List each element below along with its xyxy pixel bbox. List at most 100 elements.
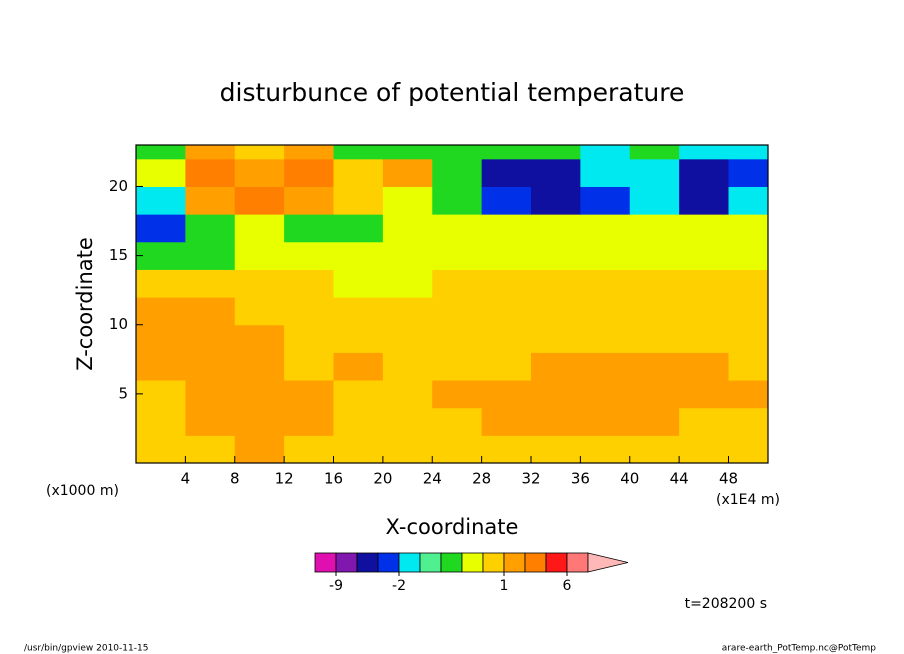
contour-cell	[728, 214, 768, 243]
contour-cell	[531, 352, 581, 381]
contour-cell	[284, 186, 334, 215]
contour-cell	[382, 324, 433, 353]
chart-title: disturbunce of potential temperature	[220, 78, 685, 107]
contour-cell	[580, 145, 631, 160]
contour-cell	[629, 297, 680, 326]
x-tick-label: 32	[521, 470, 540, 488]
colorbar-tick-label: -2	[392, 578, 406, 594]
contour-cell	[580, 324, 631, 353]
contour-cell	[629, 380, 680, 409]
contour-cell	[284, 324, 334, 353]
contour-cell	[333, 324, 384, 353]
y-tick-label: 15	[109, 246, 128, 264]
y-tick-label: 5	[118, 384, 128, 402]
contour-cell	[728, 407, 768, 436]
contour-cell	[481, 380, 532, 409]
contour-cell	[284, 435, 334, 463]
colorbar-box	[314, 552, 337, 573]
colorbar-box	[482, 552, 505, 573]
contour-cell	[481, 435, 532, 463]
contour-cell	[234, 407, 285, 436]
contour-cell	[234, 269, 285, 298]
contour-cell	[679, 145, 729, 160]
contour-cell	[432, 324, 483, 353]
contour-cell	[234, 324, 285, 353]
contour-cell	[136, 352, 186, 381]
contour-cell	[481, 145, 532, 160]
contour-cell	[432, 435, 483, 463]
contour-cell	[382, 158, 433, 187]
contour-cell	[728, 324, 768, 353]
contour-cell	[136, 324, 186, 353]
contour-cell	[580, 158, 631, 187]
contour-cell	[481, 352, 532, 381]
y-axis-label: Z-coordinate	[73, 237, 97, 371]
contour-cell	[580, 269, 631, 298]
x-tick-label: 8	[230, 470, 240, 488]
contour-cell	[284, 352, 334, 381]
contour-cell	[679, 352, 729, 381]
contour-cell	[629, 269, 680, 298]
contour-cell	[234, 186, 285, 215]
contour-cell	[185, 145, 236, 160]
contour-cell	[284, 269, 334, 298]
contour-cell	[234, 435, 285, 463]
contour-cell	[234, 352, 285, 381]
contour-cell	[234, 214, 285, 243]
contour-cell	[136, 214, 186, 243]
contour-cell	[185, 435, 236, 463]
colorbar-box	[461, 552, 484, 573]
plot-frame	[135, 144, 769, 464]
contour-cell	[333, 158, 384, 187]
contour-cell	[481, 297, 532, 326]
contour-cell	[432, 380, 483, 409]
contour-cell	[432, 352, 483, 381]
contour-cell	[284, 158, 334, 187]
contour-cell	[629, 145, 680, 160]
contour-cell	[234, 145, 285, 160]
contour-cell	[679, 324, 729, 353]
contour-cell	[728, 297, 768, 326]
contour-cell	[580, 186, 631, 215]
contour-cell	[382, 145, 433, 160]
contour-field	[136, 145, 768, 463]
contour-cell	[531, 145, 581, 160]
contour-cell	[234, 241, 285, 270]
contour-cell	[136, 435, 186, 463]
contour-cell	[185, 352, 236, 381]
contour-cell	[629, 407, 680, 436]
contour-cell	[185, 380, 236, 409]
contour-cell	[580, 380, 631, 409]
contour-cell	[728, 380, 768, 409]
contour-cell	[580, 407, 631, 436]
contour-cell	[728, 145, 768, 160]
contour-cell	[382, 435, 433, 463]
contour-cell	[531, 186, 581, 215]
contour-cell	[531, 214, 581, 243]
contour-cell	[629, 435, 680, 463]
colorbar-box	[524, 552, 547, 573]
contour-cell	[382, 297, 433, 326]
contour-cell	[185, 269, 236, 298]
contour-cell	[481, 214, 532, 243]
contour-cell	[234, 380, 285, 409]
contour-cell	[284, 380, 334, 409]
contour-cell	[333, 186, 384, 215]
colorbar-box	[545, 552, 568, 573]
x-tick-label: 48	[719, 470, 738, 488]
contour-cell	[432, 241, 483, 270]
contour-cell	[382, 186, 433, 215]
contour-cell	[531, 380, 581, 409]
contour-cell	[234, 158, 285, 187]
contour-cell	[333, 297, 384, 326]
contour-cell	[333, 435, 384, 463]
contour-cell	[136, 407, 186, 436]
contour-cell	[629, 352, 680, 381]
x-tick-label: 44	[670, 470, 689, 488]
contour-cell	[531, 269, 581, 298]
contour-cell	[185, 158, 236, 187]
contour-cell	[432, 158, 483, 187]
colorbar-box	[419, 552, 442, 573]
contour-cell	[136, 186, 186, 215]
